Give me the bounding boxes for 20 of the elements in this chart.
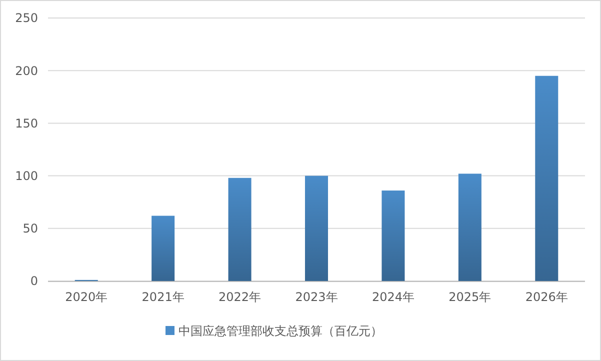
x-tick-label: 2021年 [142, 290, 184, 304]
y-tick-label: 50 [22, 222, 38, 236]
x-tick-label: 2023年 [295, 290, 338, 304]
y-tick-label: 150 [15, 116, 38, 130]
y-tick-label: 250 [15, 11, 38, 26]
x-tick-label: 2024年 [372, 290, 414, 304]
x-tick-label: 2020年 [65, 290, 108, 304]
bar [228, 178, 252, 281]
bar [382, 190, 405, 281]
bar [304, 176, 328, 281]
x-tick-label: 2026年 [525, 290, 568, 304]
y-tick-label: 0 [30, 274, 38, 288]
y-tick-label: 200 [15, 64, 38, 78]
x-tick-label: 2025年 [448, 290, 492, 304]
legend-label: 中国应急管理部收支总预算（百亿元） [178, 324, 382, 338]
y-tick-label: 100 [15, 169, 38, 183]
bar [458, 174, 482, 281]
bar [535, 76, 558, 281]
bar [152, 216, 175, 281]
x-tick-label: 2022年 [218, 290, 262, 304]
